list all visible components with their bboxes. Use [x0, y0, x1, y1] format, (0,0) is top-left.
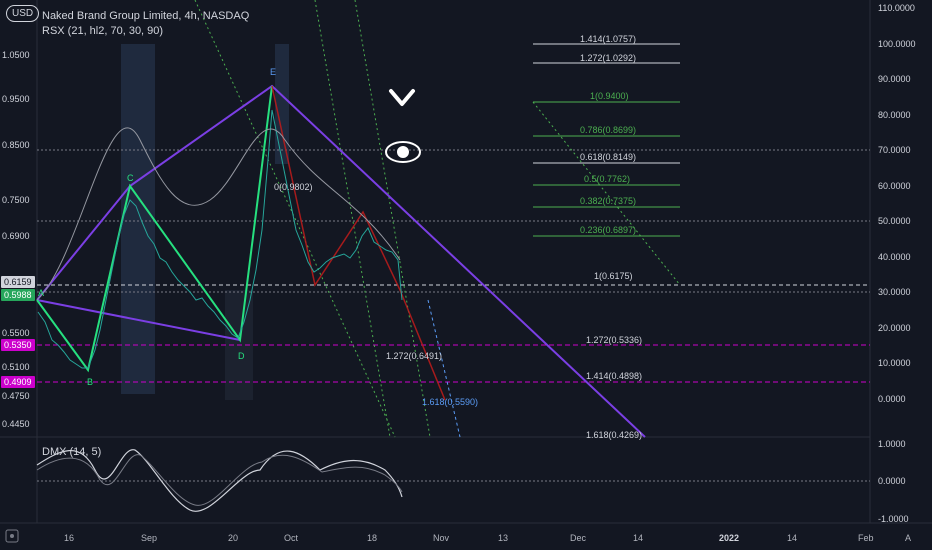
- fib-label: 0(0.9802): [274, 182, 313, 192]
- left-axis-label: 0.5500: [2, 328, 30, 338]
- right-axis-label: 100.0000: [878, 39, 916, 49]
- right-axis-label: 0.0000: [878, 394, 906, 404]
- point-label-c: C: [127, 173, 134, 183]
- fib-label: 0.5(0.7762): [584, 174, 631, 184]
- xabcd-legs: [36, 85, 273, 373]
- fib-label: 0.236(0.6897): [580, 225, 637, 235]
- fib-label: 1.272(0.6491): [386, 351, 443, 361]
- x-axis-label: 13: [498, 533, 509, 543]
- left-axis-label: 1.0500: [2, 50, 30, 60]
- x-axis-label: 16: [64, 533, 75, 543]
- left-axis-label: 0.8500: [2, 140, 30, 150]
- x-axis-label: Dec: [570, 533, 587, 543]
- indicator-dmx-title[interactable]: DMX (14, 5): [42, 446, 102, 458]
- point-label-a: A: [38, 288, 45, 298]
- left-axis-label: 0.4450: [2, 419, 30, 429]
- highlight-zone: [121, 44, 155, 394]
- fib-label: 1.272(1.0292): [580, 53, 637, 63]
- sub-axis-label: -1.0000: [878, 514, 909, 524]
- dmx-line-2: [36, 454, 403, 506]
- right-axis-label: 110.0000: [878, 3, 915, 13]
- point-label-d: D: [238, 351, 245, 361]
- right-axis-label: 50.0000: [878, 216, 911, 226]
- fib-label: 1(0.6175): [594, 271, 633, 281]
- x-axis-label: 2022: [719, 533, 740, 543]
- x-axis-label: 18: [367, 533, 378, 543]
- right-axis-label: 40.0000: [878, 252, 911, 262]
- x-axis-label: Sep: [141, 533, 158, 543]
- right-axis-label: 30.0000: [878, 287, 911, 297]
- fib-label: 1.272(0.5336): [586, 335, 643, 345]
- x-axis-label: 14: [787, 533, 798, 543]
- right-axis-label: 90.0000: [878, 74, 911, 84]
- x-axis-label: Feb: [858, 533, 874, 543]
- point-label-b: B: [87, 377, 94, 387]
- fib-label: 0.382(0.7375): [580, 196, 637, 206]
- price-badge: 0.4909: [1, 376, 35, 388]
- price-badge: 0.5350: [1, 339, 35, 351]
- highlight-zone: [275, 44, 289, 164]
- eye-icon[interactable]: [385, 141, 421, 163]
- point-label-e: E: [270, 67, 277, 77]
- fib-label: 0.618(0.8149): [580, 152, 637, 162]
- auto-scale-button[interactable]: A: [905, 533, 912, 543]
- right-axis-label: 20.0000: [878, 323, 911, 333]
- currency-button[interactable]: USD: [6, 5, 40, 22]
- indicator-rsx-title[interactable]: RSX (21, hl2, 70, 30, 90): [42, 25, 164, 37]
- left-axis-label: 0.4750: [2, 391, 30, 401]
- right-axis-label: 70.0000: [878, 145, 911, 155]
- x-axis-label: Nov: [433, 533, 450, 543]
- left-axis-label: 0.5100: [2, 362, 30, 372]
- fib-label: 0.786(0.8699): [580, 125, 637, 135]
- fib-label: 1(0.9400): [590, 91, 629, 101]
- fib-label: 1.414(1.0757): [580, 34, 637, 44]
- x-axis-label: 20: [228, 533, 239, 543]
- dmx-line-1: [36, 449, 403, 512]
- right-axis-label: 80.0000: [878, 110, 911, 120]
- right-axis-label: 10.0000: [878, 358, 911, 368]
- pattern-outline: [36, 84, 646, 438]
- left-axis-label: 0.9500: [2, 94, 30, 104]
- chevron-down-icon[interactable]: [389, 89, 415, 106]
- sub-axis-label: 0.0000: [878, 476, 906, 486]
- x-axis-label: 14: [633, 533, 644, 543]
- right-axis-label: 60.0000: [878, 181, 911, 191]
- left-axis-label: 0.7500: [2, 195, 30, 205]
- x-axis-label: Oct: [284, 533, 299, 543]
- symbol-title: Naked Brand Group Limited, 4h, NASDAQ: [42, 10, 250, 22]
- fib-label: 1.618(0.4269): [586, 430, 643, 440]
- fib-label: 1.414(0.4898): [586, 371, 643, 381]
- price-badge: 0.6159: [1, 276, 35, 288]
- left-axis-label: 0.6900: [2, 231, 30, 241]
- sub-axis-label: 1.0000: [878, 439, 906, 449]
- tradingview-logo-icon: [5, 529, 19, 543]
- fib-label: 1.618(0.5590): [422, 397, 479, 407]
- price-badge: 0.5988: [1, 289, 35, 301]
